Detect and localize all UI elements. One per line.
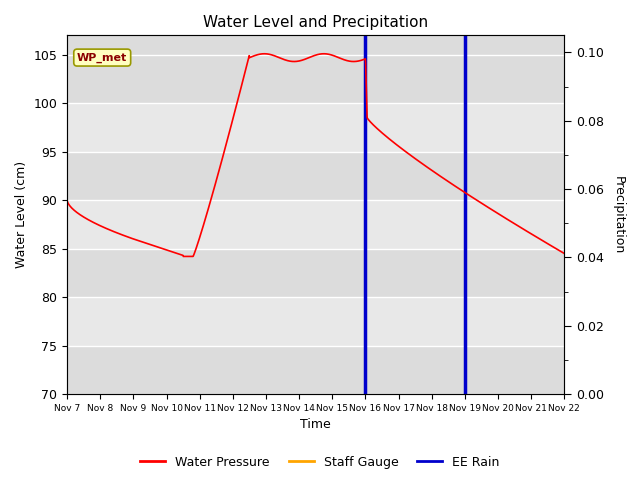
Text: WP_met: WP_met (77, 52, 127, 63)
Y-axis label: Water Level (cm): Water Level (cm) (15, 161, 28, 268)
Bar (67, 55, 564, 103)
Legend: Water Pressure, Staff Gauge, EE Rain: Water Pressure, Staff Gauge, EE Rain (136, 451, 504, 474)
Bar (67, 297, 564, 346)
X-axis label: Time: Time (300, 419, 331, 432)
Bar (67, 200, 564, 249)
Title: Water Level and Precipitation: Water Level and Precipitation (203, 15, 428, 30)
Bar (67, 249, 564, 297)
Bar (67, 346, 564, 394)
Y-axis label: Precipitation: Precipitation (612, 176, 625, 254)
Bar (67, 103, 564, 152)
Bar (67, 152, 564, 200)
